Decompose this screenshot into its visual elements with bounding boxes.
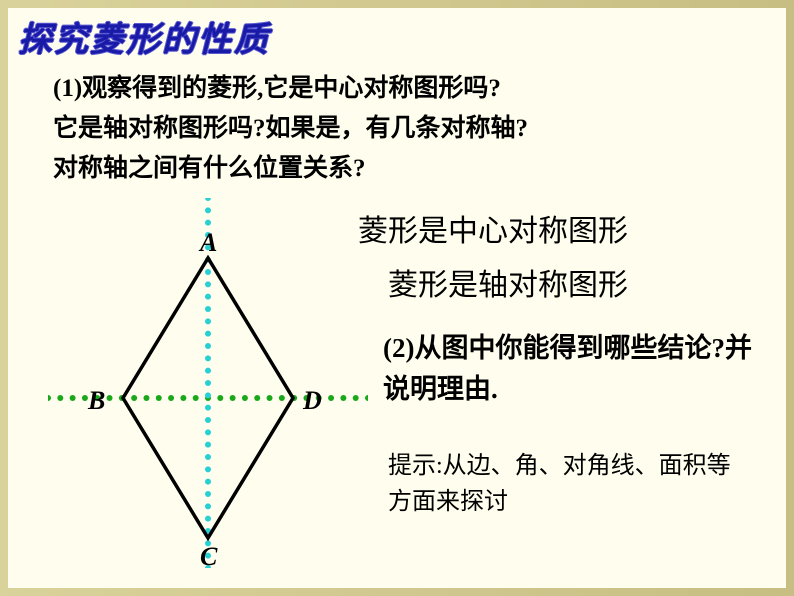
slide-inner: 探究菱形的性质 (1)观察得到的菱形,它是中心对称图形吗? 它是轴对称图形吗?如… <box>8 8 786 588</box>
rhombus-diagram: A B C D <box>48 198 368 568</box>
slide-frame: 探究菱形的性质 (1)观察得到的菱形,它是中心对称图形吗? 它是轴对称图形吗?如… <box>0 0 794 596</box>
content-area: A B C D 菱形是中心对称图形 菱形是轴对称图形 (2)从图中你能得到哪些结… <box>8 198 786 588</box>
slide-title: 探究菱形的性质 <box>18 12 776 61</box>
vertex-label-b: B <box>88 386 105 416</box>
question1-line1: (1)观察得到的菱形,它是中心对称图形吗? <box>53 69 776 109</box>
question1-line3: 对称轴之间有什么位置关系? <box>53 149 776 189</box>
hint-text: 提示:从边、角、对角线、面积等方面来探讨 <box>388 448 748 520</box>
question1-line2: 它是轴对称图形吗?如果是，有几条对称轴? <box>53 109 776 149</box>
answer-axial-symmetry: 菱形是轴对称图形 <box>388 260 628 304</box>
vertex-label-c: C <box>200 542 217 572</box>
answer-central-symmetry: 菱形是中心对称图形 <box>358 206 628 250</box>
question2: (2)从图中你能得到哪些结论?并说明理由. <box>383 328 763 409</box>
vertex-label-a: A <box>200 228 217 258</box>
vertex-label-d: D <box>303 386 322 416</box>
